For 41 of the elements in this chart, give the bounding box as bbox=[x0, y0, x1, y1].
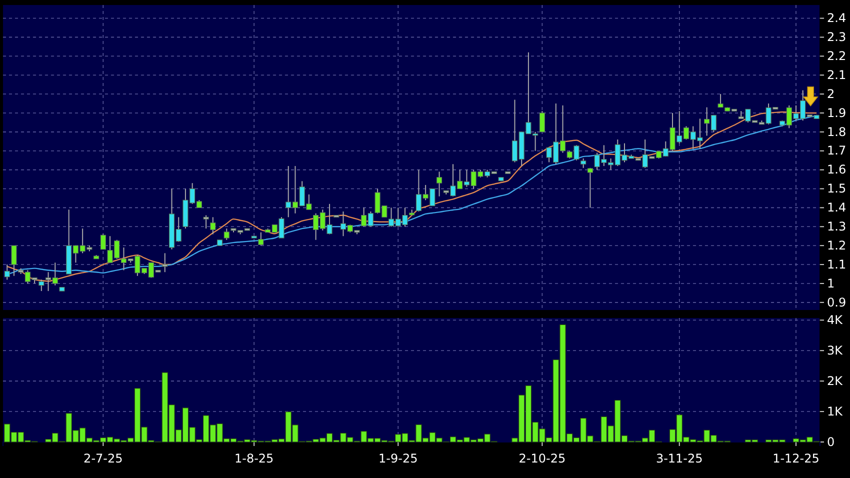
candlestick bbox=[210, 216, 216, 235]
y-tick-label: 3K bbox=[827, 343, 844, 358]
y-tick-label: 1.3 bbox=[827, 219, 846, 234]
candlestick bbox=[436, 171, 442, 197]
x-tick-label: 3-11-25 bbox=[656, 452, 703, 466]
y-tick-label: 4K bbox=[827, 312, 844, 327]
y-tick-label: 1.7 bbox=[827, 144, 846, 158]
y-tick-label: 1.2 bbox=[827, 238, 846, 252]
candlestick bbox=[587, 167, 593, 208]
candlestick bbox=[203, 214, 209, 230]
y-tick-label: 2.4 bbox=[827, 11, 846, 26]
y-tick-label: 2.1 bbox=[827, 68, 846, 82]
y-tick-label: 0 bbox=[827, 434, 835, 449]
y-tick-label: 1.9 bbox=[827, 106, 846, 120]
candlestick bbox=[258, 232, 264, 246]
y-tick-label: 2.2 bbox=[827, 48, 846, 63]
x-tick-label: 1-8-25 bbox=[234, 452, 274, 466]
x-tick-label: 1-9-25 bbox=[378, 452, 418, 466]
y-tick-label: 1K bbox=[827, 404, 844, 418]
y-tick-label: 1.4 bbox=[827, 200, 846, 215]
candlestick bbox=[11, 245, 17, 276]
candlestick bbox=[718, 94, 724, 108]
y-tick-label: 2.3 bbox=[827, 30, 846, 44]
y-tick-label: 2 bbox=[827, 86, 835, 101]
y-tick-label: 1.6 bbox=[827, 162, 846, 177]
candlestick bbox=[38, 279, 44, 292]
candlestick bbox=[162, 252, 168, 273]
candlestick bbox=[4, 264, 10, 280]
y-tick-label: 1.8 bbox=[827, 124, 846, 139]
y-tick-label: 0.9 bbox=[827, 295, 846, 310]
y-tick-label: 1.1 bbox=[827, 257, 846, 272]
x-tick-label: 1-12-25 bbox=[772, 452, 820, 466]
candlestick bbox=[580, 158, 586, 168]
candlestick bbox=[100, 234, 106, 250]
candlestick bbox=[224, 228, 230, 240]
x-tick-label: 2-7-25 bbox=[84, 452, 123, 466]
y-tick-label: 1.5 bbox=[827, 182, 846, 196]
x-tick-label: 2-10-25 bbox=[518, 452, 566, 466]
candlestick bbox=[539, 110, 545, 132]
y-tick-label: 2K bbox=[827, 374, 844, 388]
y-tick-label: 1 bbox=[827, 276, 835, 290]
